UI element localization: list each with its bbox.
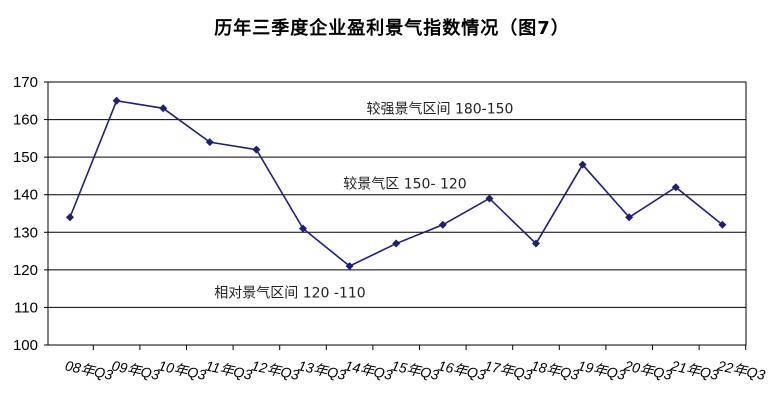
- x-tick-label: 08年Q3: [64, 357, 115, 383]
- region-annotation: 较强景气区间 180-150: [367, 101, 514, 117]
- data-point: [299, 224, 307, 233]
- x-tick-label: 15年Q3: [390, 357, 441, 383]
- x-tick-label: 17年Q3: [483, 357, 534, 383]
- grid-lines: [48, 81, 746, 346]
- y-tick-label: 110: [14, 299, 38, 316]
- region-annotation: 相对景气区间 120 -110: [214, 285, 365, 301]
- chart-title: 历年三季度企业盈利景气指数情况（图7）: [214, 18, 570, 39]
- y-tick-label: 150: [13, 149, 38, 166]
- data-point: [718, 220, 727, 229]
- data-point: [66, 213, 74, 222]
- x-tick-label: 10年Q3: [157, 357, 208, 383]
- y-tick-label: 160: [13, 112, 38, 129]
- y-tick-label: 100: [13, 337, 38, 354]
- y-tick-label: 120: [13, 262, 38, 279]
- x-tick-label: 11年Q3: [204, 357, 254, 383]
- region-annotation: 较景气区 150- 120: [343, 176, 466, 192]
- data-point: [625, 213, 634, 222]
- annotations: 较强景气区间 180-150 较景气区 150- 120 相对景气区间 120 -1…: [214, 101, 513, 301]
- plot-frame: [47, 81, 747, 346]
- data-point: [438, 220, 447, 229]
- y-tick-label: 170: [13, 74, 38, 91]
- data-point: [578, 160, 587, 169]
- x-tick-label: 13年Q3: [297, 357, 348, 383]
- data-series: [66, 96, 727, 271]
- x-tick-label: 16年Q3: [437, 357, 488, 383]
- data-point: [345, 262, 354, 271]
- data-point: [485, 194, 494, 203]
- x-tick-label: 22年Q3: [715, 357, 767, 383]
- x-tick-label: 19年Q3: [576, 357, 627, 383]
- x-tick-label: 14年Q3: [343, 357, 394, 383]
- data-point: [252, 145, 261, 154]
- data-point: [532, 239, 540, 248]
- axes: [44, 81, 747, 350]
- x-tick-label: 09年Q3: [110, 357, 161, 383]
- data-point: [112, 96, 121, 105]
- y-tick-label: 130: [13, 224, 38, 241]
- x-tick-label: 21年Q3: [669, 357, 721, 383]
- y-tick-labels: 100 110 120 130 140 150 160 170: [13, 74, 38, 354]
- x-tick-label: 20年Q3: [622, 357, 674, 383]
- y-tick-label: 140: [13, 187, 38, 204]
- data-point: [159, 104, 168, 113]
- x-tick-labels: 08年Q309年Q310年Q311年Q312年Q313年Q314年Q315年Q3…: [64, 357, 767, 383]
- data-point: [205, 138, 214, 147]
- x-tick-label: 12年Q3: [250, 357, 301, 383]
- data-point: [392, 239, 401, 248]
- x-tick-label: 18年Q3: [530, 357, 581, 383]
- data-point: [671, 183, 680, 192]
